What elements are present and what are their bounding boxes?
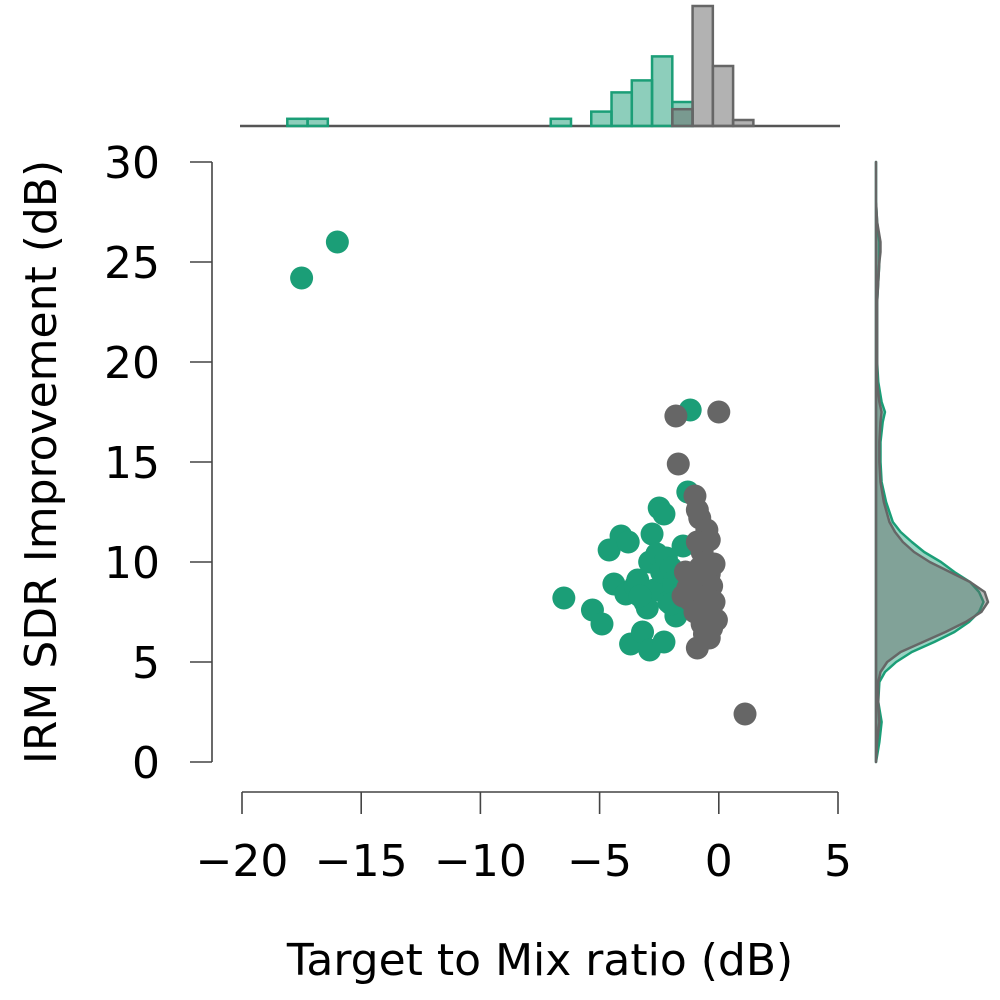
y-tick-label: 30 [104, 138, 160, 189]
scatter-point [707, 400, 731, 424]
scatter-point [640, 522, 664, 546]
x-tick-label: 0 [705, 836, 733, 887]
right-marginal-kde [874, 160, 990, 764]
scatter-point [652, 502, 676, 526]
x-ticks: −20 −15 −10 −5 0 5 [196, 792, 852, 887]
x-axis-label: Target to Mix ratio (dB) [286, 935, 793, 986]
scatter-point [590, 612, 614, 636]
histogram-bar [630, 79, 654, 128]
x-tick-label: 5 [824, 836, 852, 887]
scatter-point [628, 584, 652, 608]
scatter-point [552, 586, 576, 610]
y-ticks: 0 5 10 15 20 25 30 [104, 138, 212, 789]
x-tick-label: −10 [434, 836, 527, 887]
kde-curve [874, 160, 990, 764]
y-tick-label: 15 [104, 438, 160, 489]
scatter-point [666, 452, 690, 476]
top-marginal-histogram [240, 4, 840, 128]
y-tick-label: 20 [104, 338, 160, 389]
scatter-point [290, 266, 314, 290]
y-tick-label: 25 [104, 238, 160, 289]
x-tick-label: −15 [315, 836, 408, 887]
histogram-bar [306, 117, 330, 128]
scatter-points [290, 230, 757, 726]
x-tick-label: −5 [567, 836, 632, 887]
y-tick-label: 5 [132, 638, 160, 689]
histogram-bar [286, 117, 309, 128]
scatter-point [671, 584, 695, 608]
scatter-point [702, 552, 726, 576]
y-tick-label: 10 [104, 538, 160, 589]
scatter-point [616, 530, 640, 554]
main-axes: 0 5 10 15 20 25 30 −20 −15 −10 −5 0 5 [104, 138, 852, 887]
kde-curve [874, 160, 985, 764]
histogram-bar [691, 4, 715, 128]
scatter-point [664, 404, 688, 428]
histogram-bar [731, 118, 755, 128]
x-tick-label: −20 [196, 836, 289, 887]
y-tick-label: 0 [132, 738, 160, 789]
histogram-bar [671, 107, 694, 128]
scatter-point [685, 636, 709, 660]
histogram-bar [610, 91, 634, 128]
scatter-point [652, 630, 676, 654]
scatter-point [673, 560, 697, 584]
histogram-bar [711, 64, 735, 128]
scatter-point [325, 230, 349, 254]
scatter-point [631, 620, 655, 644]
histogram-bar [590, 110, 613, 128]
histogram-bar [549, 117, 573, 128]
histogram-bar [650, 55, 674, 128]
scatter-point [733, 702, 757, 726]
y-axis-label: IRM SDR Improvement (dB) [16, 160, 67, 764]
